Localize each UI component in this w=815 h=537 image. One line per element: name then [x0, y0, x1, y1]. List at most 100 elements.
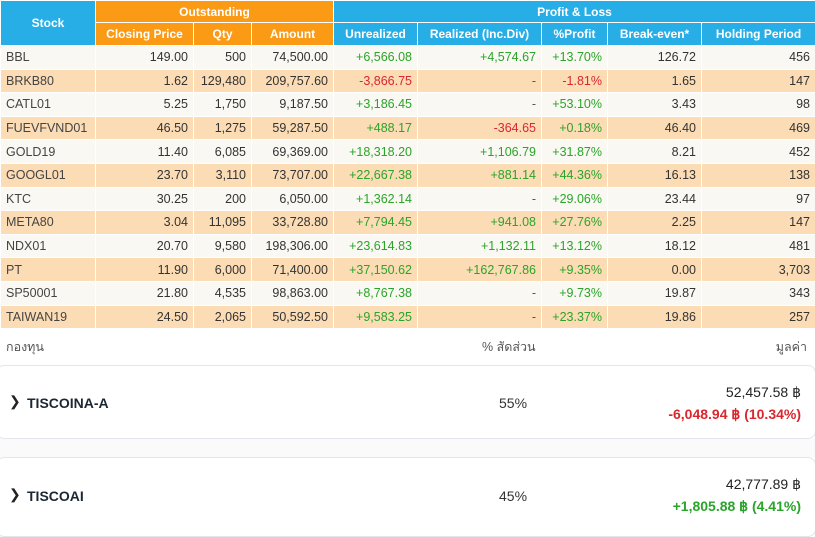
- cell-stock: GOOGL01: [1, 163, 96, 187]
- cell-amount: 59,287.50: [252, 116, 334, 140]
- portfolio-table: Stock Outstanding Profit & Loss Closing …: [0, 0, 815, 329]
- cell-qty: 2,065: [194, 305, 252, 329]
- cell-qty: 1,275: [194, 116, 252, 140]
- cell-closing-price: 20.70: [96, 234, 194, 258]
- fund-ratio: 55%: [499, 395, 527, 411]
- cell-closing-price: 21.80: [96, 281, 194, 305]
- cell-stock: BBL: [1, 46, 96, 70]
- cell-holding-period: 147: [702, 211, 815, 235]
- fund-card-tiscoina-a[interactable]: ❯ TISCOINA-A 55% 52,457.58 ฿ -6,048.94 ฿…: [0, 365, 815, 439]
- cell-stock: PT: [1, 258, 96, 282]
- cell-unrealized: +37,150.62: [334, 258, 418, 282]
- cell-realized: -: [418, 93, 542, 117]
- cell-closing-price: 24.50: [96, 305, 194, 329]
- chevron-right-icon[interactable]: ❯: [9, 486, 21, 503]
- cell-pct-profit: +0.18%: [542, 116, 608, 140]
- cell-break-even: 16.13: [608, 163, 702, 187]
- cell-unrealized: +488.17: [334, 116, 418, 140]
- cell-holding-period: 469: [702, 116, 815, 140]
- fund-name: TISCOAI: [27, 488, 84, 504]
- cell-break-even: 126.72: [608, 46, 702, 70]
- cell-qty: 1,750: [194, 93, 252, 117]
- cell-pct-profit: +53.10%: [542, 93, 608, 117]
- fund-ratio: 45%: [499, 488, 527, 504]
- cell-realized: -: [418, 305, 542, 329]
- cell-closing-price: 1.62: [96, 69, 194, 93]
- cell-qty: 200: [194, 187, 252, 211]
- cell-holding-period: 97: [702, 187, 815, 211]
- col-header-break-even: Break-even*: [608, 23, 702, 46]
- cell-stock: META80: [1, 211, 96, 235]
- cell-holding-period: 456: [702, 46, 815, 70]
- cell-closing-price: 3.04: [96, 211, 194, 235]
- cell-pct-profit: -1.81%: [542, 69, 608, 93]
- cell-realized: +881.14: [418, 163, 542, 187]
- cell-break-even: 23.44: [608, 187, 702, 211]
- fund-card-tiscoai[interactable]: ❯ TISCOAI 45% 42,777.89 ฿ +1,805.88 ฿ (4…: [0, 457, 815, 537]
- cell-amount: 50,592.50: [252, 305, 334, 329]
- col-header-unrealized: Unrealized: [334, 23, 418, 46]
- cell-break-even: 46.40: [608, 116, 702, 140]
- cell-qty: 6,085: [194, 140, 252, 164]
- cell-break-even: 2.25: [608, 211, 702, 235]
- cell-realized: -: [418, 69, 542, 93]
- cell-stock: GOLD19: [1, 140, 96, 164]
- cell-realized: +162,767.86: [418, 258, 542, 282]
- cell-closing-price: 5.25: [96, 93, 194, 117]
- cell-qty: 129,480: [194, 69, 252, 93]
- cell-amount: 71,400.00: [252, 258, 334, 282]
- cell-pct-profit: +13.70%: [542, 46, 608, 70]
- cell-pct-profit: +44.36%: [542, 163, 608, 187]
- cell-unrealized: +18,318.20: [334, 140, 418, 164]
- cell-stock: BRKB80: [1, 69, 96, 93]
- cell-holding-period: 98: [702, 93, 815, 117]
- col-header-realized: Realized (Inc.Div): [418, 23, 542, 46]
- col-header-stock: Stock: [1, 1, 96, 46]
- cell-amount: 69,369.00: [252, 140, 334, 164]
- cell-pct-profit: +27.76%: [542, 211, 608, 235]
- cell-amount: 6,050.00: [252, 187, 334, 211]
- cell-amount: 209,757.60: [252, 69, 334, 93]
- cell-realized: +1,106.79: [418, 140, 542, 164]
- cell-stock: SP50001: [1, 281, 96, 305]
- cell-holding-period: 481: [702, 234, 815, 258]
- fund-change: +1,805.88 ฿ (4.41%): [673, 498, 801, 515]
- chevron-right-icon[interactable]: ❯: [9, 393, 21, 410]
- cell-pct-profit: +13.12%: [542, 234, 608, 258]
- cell-amount: 9,187.50: [252, 93, 334, 117]
- col-header-pct-profit: %Profit: [542, 23, 608, 46]
- cell-unrealized: +6,566.08: [334, 46, 418, 70]
- cell-realized: -364.65: [418, 116, 542, 140]
- col-header-amount: Amount: [252, 23, 334, 46]
- cell-holding-period: 452: [702, 140, 815, 164]
- cell-realized: -: [418, 281, 542, 305]
- cell-unrealized: +9,583.25: [334, 305, 418, 329]
- cell-amount: 98,863.00: [252, 281, 334, 305]
- cell-amount: 33,728.80: [252, 211, 334, 235]
- cell-stock: NDX01: [1, 234, 96, 258]
- group-header-outstanding: Outstanding: [96, 1, 334, 23]
- cell-pct-profit: +9.73%: [542, 281, 608, 305]
- col-header-closing-price: Closing Price: [96, 23, 194, 46]
- cell-qty: 6,000: [194, 258, 252, 282]
- cell-amount: 73,707.00: [252, 163, 334, 187]
- cell-holding-period: 3,703: [702, 258, 815, 282]
- cell-holding-period: 257: [702, 305, 815, 329]
- cell-unrealized: +1,362.14: [334, 187, 418, 211]
- cell-unrealized: +7,794.45: [334, 211, 418, 235]
- fund-value: 52,457.58 ฿: [726, 384, 801, 401]
- cell-qty: 11,095: [194, 211, 252, 235]
- cell-unrealized: +3,186.45: [334, 93, 418, 117]
